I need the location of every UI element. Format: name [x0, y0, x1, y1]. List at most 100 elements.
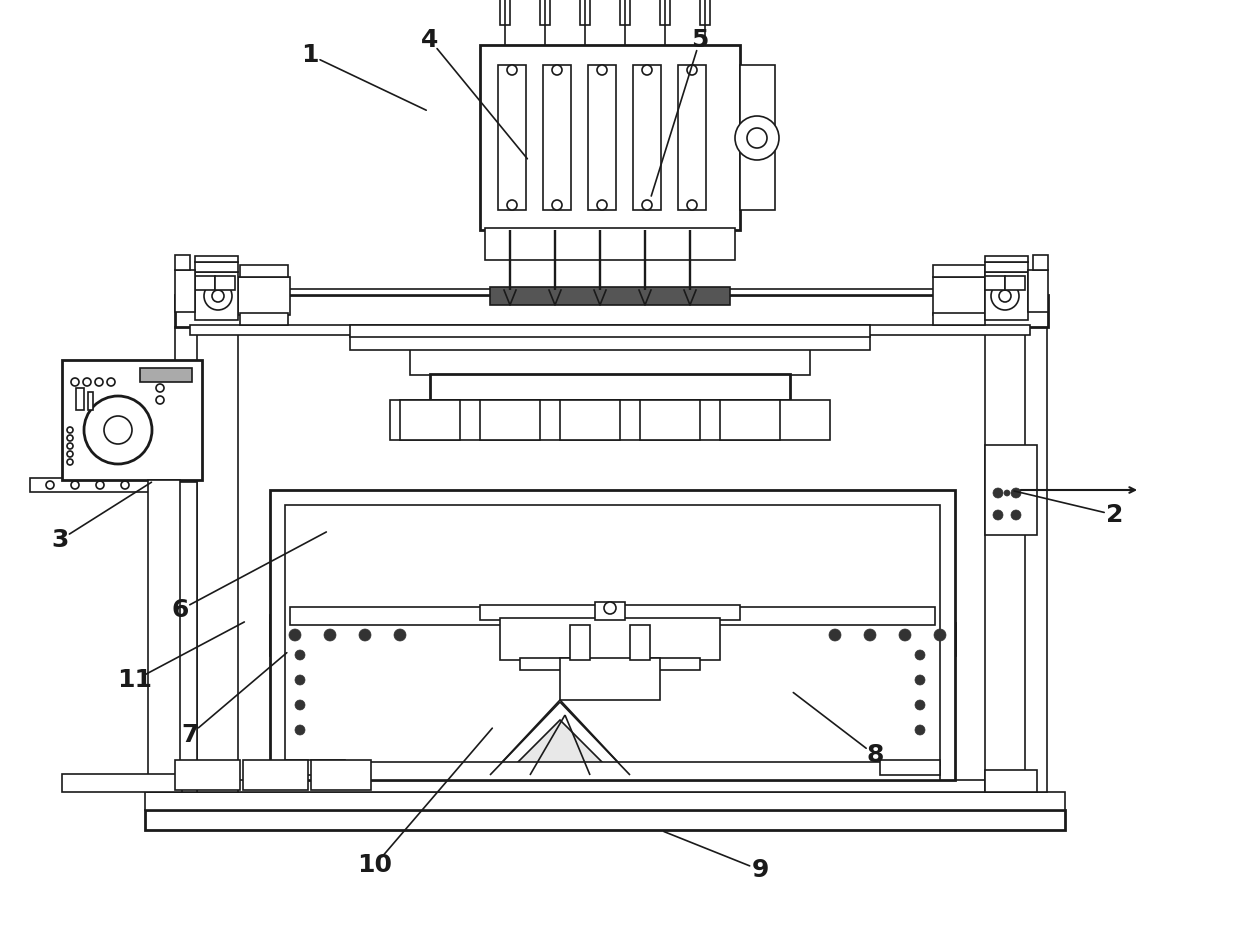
- Bar: [62, 774, 182, 792]
- Circle shape: [122, 481, 129, 489]
- Circle shape: [687, 65, 697, 75]
- Bar: [391, 400, 830, 440]
- Bar: [88, 392, 93, 410]
- Bar: [175, 270, 195, 312]
- Bar: [985, 272, 1028, 320]
- Circle shape: [991, 282, 1019, 310]
- Circle shape: [212, 290, 224, 302]
- Bar: [62, 360, 202, 480]
- Bar: [175, 327, 197, 792]
- Bar: [932, 265, 985, 277]
- Bar: [1025, 327, 1047, 792]
- Circle shape: [999, 290, 1011, 302]
- Circle shape: [1011, 488, 1021, 498]
- Circle shape: [993, 510, 1003, 520]
- Circle shape: [156, 372, 164, 380]
- Bar: [285, 760, 345, 775]
- Bar: [290, 607, 935, 625]
- Circle shape: [46, 481, 55, 489]
- Bar: [720, 400, 780, 440]
- Circle shape: [289, 629, 301, 641]
- Bar: [500, 0, 510, 25]
- Bar: [1004, 276, 1025, 290]
- Bar: [520, 658, 570, 670]
- Bar: [480, 45, 740, 230]
- Circle shape: [552, 200, 562, 210]
- Bar: [175, 295, 1048, 327]
- Bar: [932, 277, 985, 315]
- Circle shape: [95, 481, 104, 489]
- Bar: [148, 480, 180, 792]
- Bar: [500, 618, 720, 660]
- Bar: [175, 482, 197, 792]
- Circle shape: [864, 629, 875, 641]
- Bar: [650, 658, 701, 670]
- Circle shape: [295, 725, 305, 735]
- Bar: [640, 400, 701, 440]
- Bar: [595, 602, 625, 620]
- Circle shape: [572, 412, 588, 428]
- Bar: [350, 325, 870, 337]
- Bar: [215, 276, 236, 290]
- Circle shape: [295, 700, 305, 710]
- Bar: [311, 760, 371, 790]
- Circle shape: [394, 629, 405, 641]
- Bar: [985, 770, 1037, 792]
- Circle shape: [67, 427, 73, 433]
- Circle shape: [492, 412, 508, 428]
- Circle shape: [104, 416, 131, 444]
- Circle shape: [360, 629, 371, 641]
- Bar: [190, 327, 238, 792]
- Bar: [630, 625, 650, 660]
- Circle shape: [67, 435, 73, 441]
- Circle shape: [67, 451, 73, 457]
- Text: 8: 8: [867, 743, 884, 767]
- Circle shape: [934, 629, 946, 641]
- Circle shape: [652, 412, 668, 428]
- Text: 9: 9: [751, 858, 769, 882]
- Circle shape: [67, 459, 73, 465]
- Bar: [985, 256, 1028, 262]
- Bar: [241, 313, 288, 325]
- Bar: [480, 605, 740, 620]
- Text: 6: 6: [171, 598, 188, 622]
- Bar: [678, 65, 706, 210]
- Bar: [270, 615, 955, 623]
- Polygon shape: [490, 700, 630, 775]
- Bar: [350, 335, 870, 350]
- Circle shape: [295, 650, 305, 660]
- Circle shape: [84, 396, 153, 464]
- Circle shape: [95, 378, 103, 386]
- Circle shape: [596, 200, 608, 210]
- Circle shape: [507, 65, 517, 75]
- Circle shape: [732, 412, 748, 428]
- Bar: [195, 262, 238, 272]
- Circle shape: [67, 443, 73, 449]
- Circle shape: [830, 629, 841, 641]
- Text: 7: 7: [181, 723, 198, 747]
- Bar: [190, 289, 1030, 295]
- Circle shape: [915, 675, 925, 685]
- Circle shape: [156, 396, 164, 404]
- Bar: [985, 327, 1033, 792]
- Bar: [285, 505, 940, 765]
- Circle shape: [552, 65, 562, 75]
- Text: 10: 10: [357, 853, 393, 877]
- Circle shape: [915, 650, 925, 660]
- Circle shape: [642, 65, 652, 75]
- Bar: [480, 400, 539, 440]
- Bar: [985, 276, 1004, 290]
- Circle shape: [899, 629, 911, 641]
- Text: 4: 4: [422, 28, 439, 52]
- Bar: [238, 277, 290, 315]
- Circle shape: [915, 700, 925, 710]
- Text: 11: 11: [118, 668, 153, 692]
- Polygon shape: [505, 720, 615, 775]
- Circle shape: [1004, 490, 1011, 496]
- Bar: [543, 65, 570, 210]
- Circle shape: [642, 200, 652, 210]
- Bar: [30, 478, 195, 492]
- Circle shape: [604, 602, 616, 614]
- Bar: [175, 780, 1035, 792]
- Bar: [570, 625, 590, 660]
